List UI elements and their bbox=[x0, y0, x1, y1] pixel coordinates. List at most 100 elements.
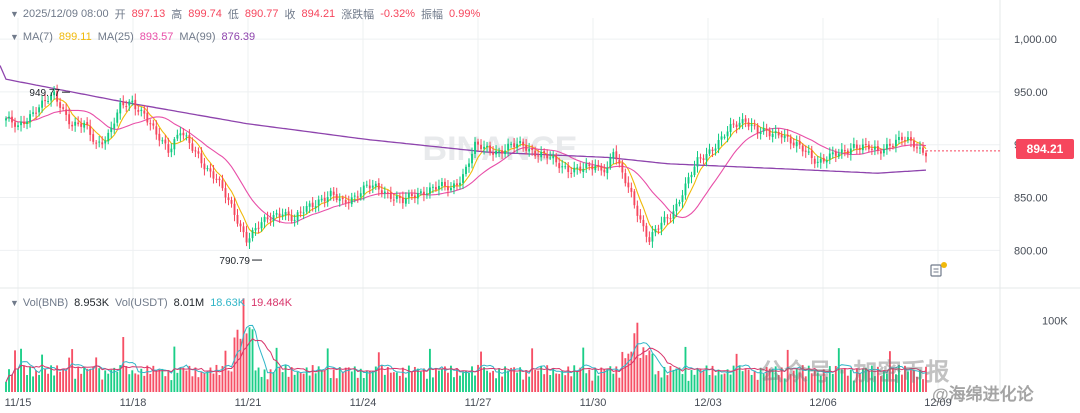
volume-bar bbox=[158, 369, 161, 392]
volume-ma5-line bbox=[5, 324, 927, 383]
volume-bar bbox=[696, 368, 699, 392]
volume-bar bbox=[8, 369, 10, 392]
candle-down bbox=[702, 158, 705, 160]
candle-down bbox=[62, 107, 65, 109]
candle-up bbox=[320, 198, 323, 201]
candle-up bbox=[83, 122, 86, 128]
volume-bar bbox=[272, 372, 275, 392]
volume-bar bbox=[882, 371, 885, 392]
ohlc-header: ▼ 2025/12/09 08:00 开 897.13 高 899.74 低 8… bbox=[10, 6, 486, 22]
candle-down bbox=[876, 146, 879, 151]
volume-bar bbox=[221, 366, 224, 392]
candle-down bbox=[386, 192, 389, 194]
note-icon[interactable] bbox=[930, 262, 947, 277]
chevron-down-icon[interactable]: ▼ bbox=[10, 9, 19, 19]
candle-up bbox=[861, 144, 864, 151]
wechat-watermark: 公众号 · 加密币报 bbox=[760, 359, 950, 386]
candle-up bbox=[395, 195, 398, 199]
volume-bar bbox=[831, 373, 834, 392]
candle-down bbox=[149, 123, 152, 125]
candle-down bbox=[191, 143, 194, 151]
volume-bar bbox=[786, 349, 789, 392]
candle-down bbox=[732, 123, 735, 125]
candle-down bbox=[435, 187, 437, 190]
volume-bar bbox=[861, 368, 864, 392]
candle-down bbox=[59, 102, 62, 108]
grid bbox=[0, 0, 1080, 395]
volume-bar bbox=[320, 370, 323, 392]
candle-up bbox=[26, 121, 28, 124]
candle-down bbox=[35, 112, 37, 114]
volume-bar bbox=[807, 365, 810, 392]
volume-bar bbox=[146, 365, 149, 392]
volume-bar bbox=[386, 366, 389, 392]
volume-bar bbox=[35, 370, 37, 392]
volume-bar bbox=[465, 371, 467, 392]
price-tick-label: 850.00 bbox=[1014, 193, 1048, 205]
candle-down bbox=[792, 142, 795, 146]
volume-bar bbox=[164, 376, 167, 392]
volume-bar bbox=[155, 370, 158, 392]
candle-down bbox=[95, 142, 98, 144]
candle-down bbox=[765, 128, 768, 131]
volume-bar bbox=[537, 370, 540, 392]
candle-up bbox=[672, 211, 675, 219]
volume-bar bbox=[239, 338, 242, 392]
candle-up bbox=[383, 191, 386, 194]
candle-up bbox=[338, 198, 341, 201]
candle-up bbox=[516, 143, 519, 148]
candle-up bbox=[416, 193, 419, 199]
volume-bar bbox=[71, 349, 74, 392]
candle-down bbox=[666, 217, 669, 219]
volume-bar bbox=[104, 370, 107, 392]
candle-down bbox=[101, 142, 104, 145]
volume-bar bbox=[119, 365, 122, 392]
volume-bar bbox=[152, 365, 155, 392]
volume-bar bbox=[669, 366, 672, 392]
volume-bar bbox=[194, 367, 197, 392]
volume-bar bbox=[729, 374, 732, 392]
candle-down bbox=[230, 200, 233, 204]
candle-up bbox=[8, 116, 10, 119]
volume-bar bbox=[41, 354, 44, 392]
volume-bar bbox=[759, 367, 762, 392]
volume-bar bbox=[456, 368, 458, 392]
candle-up bbox=[774, 131, 777, 134]
candle-down bbox=[492, 152, 494, 155]
chevron-down-icon[interactable]: ▼ bbox=[10, 32, 19, 42]
volume-bar bbox=[789, 374, 792, 392]
volume-bar bbox=[149, 373, 152, 392]
volume-bar bbox=[744, 368, 747, 392]
volume-bar bbox=[510, 367, 513, 392]
chevron-down-icon[interactable]: ▼ bbox=[10, 298, 19, 308]
candle-up bbox=[254, 228, 257, 231]
volume-bar bbox=[131, 370, 134, 392]
volume-bar bbox=[907, 371, 909, 392]
candle-up bbox=[738, 122, 741, 127]
volume-bar bbox=[296, 371, 299, 392]
candle-down bbox=[525, 144, 528, 151]
candle-down bbox=[891, 145, 894, 147]
volume-bar bbox=[723, 373, 726, 392]
candle-down bbox=[182, 132, 185, 136]
volume-bar bbox=[738, 365, 741, 392]
volume-bar bbox=[495, 378, 497, 392]
volume-bar bbox=[110, 369, 113, 392]
volume-bar bbox=[224, 350, 227, 392]
volume-bar bbox=[885, 373, 888, 392]
close-label: 收 bbox=[284, 9, 296, 21]
volume-bar bbox=[453, 377, 455, 392]
candle-up bbox=[116, 112, 119, 123]
candle-down bbox=[125, 106, 128, 108]
candle-down bbox=[843, 150, 846, 152]
candle-down bbox=[642, 219, 645, 227]
volume-bar bbox=[125, 366, 128, 392]
volume-bar bbox=[768, 368, 771, 392]
candle-up bbox=[20, 121, 22, 126]
volume-bar bbox=[101, 379, 104, 392]
vol-ma10-value: 19.484K bbox=[251, 297, 293, 309]
candle-down bbox=[834, 151, 837, 156]
candle-up bbox=[170, 148, 173, 153]
volume-bar bbox=[134, 373, 137, 392]
